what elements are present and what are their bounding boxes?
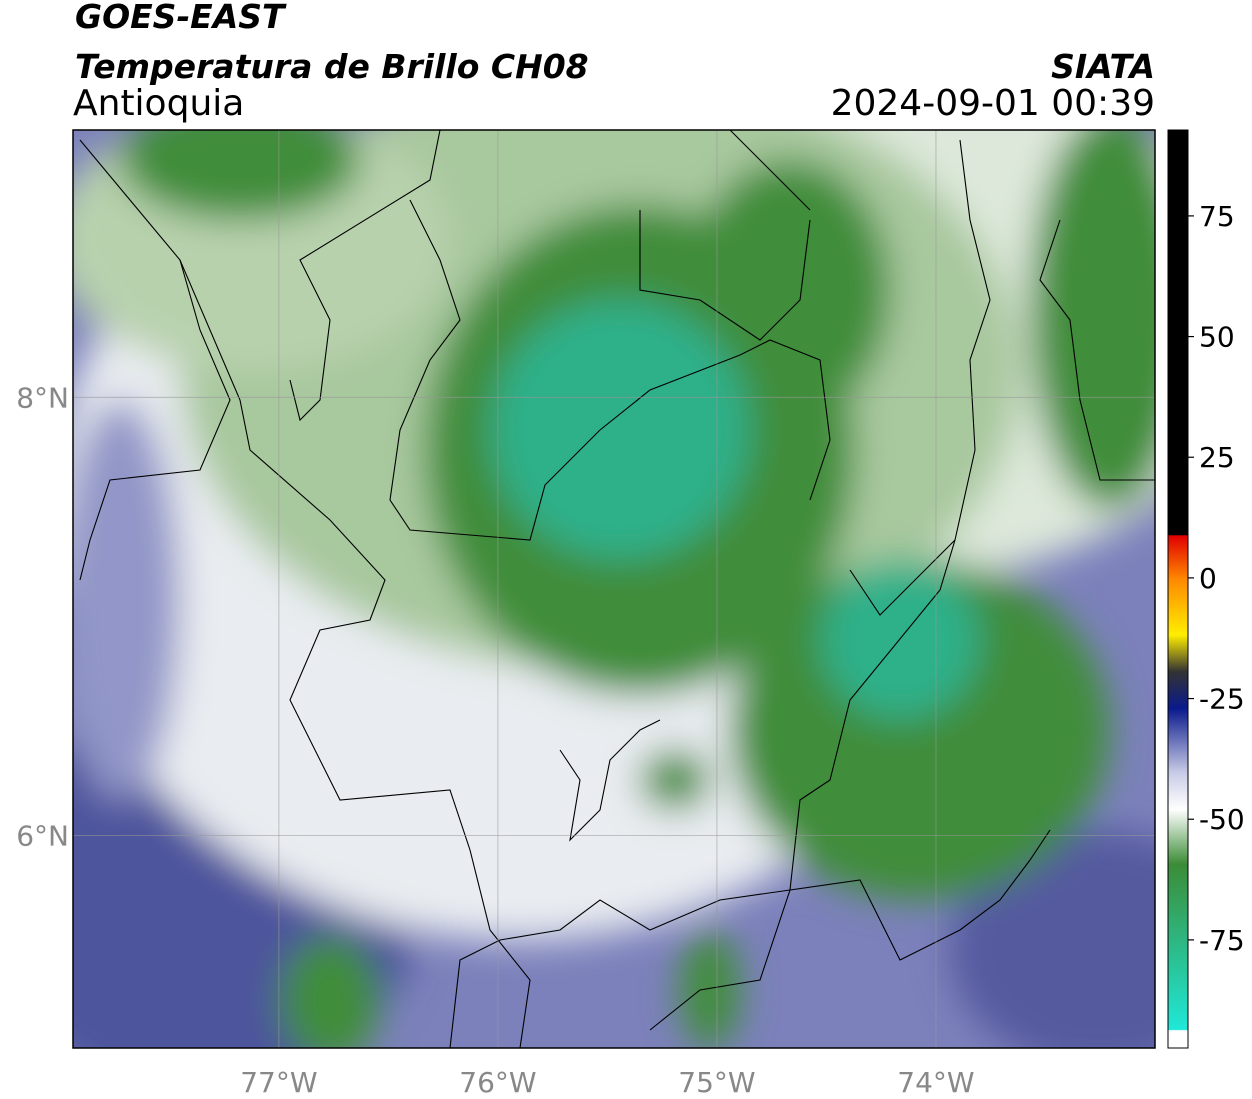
lat-tick-label: 6°N xyxy=(16,819,69,852)
lon-tick-label: 77°W xyxy=(240,1066,317,1099)
lon-tick-label: 74°W xyxy=(897,1066,974,1099)
colorbar-tick-label: -75 xyxy=(1199,924,1245,957)
region: Antioquia xyxy=(73,83,244,124)
datetime: 2024-09-01 00:39 xyxy=(831,83,1155,124)
source: SIATA xyxy=(1051,47,1155,86)
colorbar-tick-label: 50 xyxy=(1199,321,1235,354)
grid xyxy=(73,130,1155,1048)
subtitle: Temperatura de Brillo CH08 xyxy=(75,47,589,86)
colorbar-tick-label: 75 xyxy=(1199,200,1235,233)
lon-tick-label: 76°W xyxy=(459,1066,536,1099)
map-image xyxy=(73,130,1155,1048)
colorbar-tick-label: 25 xyxy=(1199,441,1235,474)
title: GOES-EAST xyxy=(75,0,287,36)
colorbar xyxy=(1167,129,1189,1049)
colorbar-tick-label: 0 xyxy=(1199,562,1217,595)
colorbar-tick-label: -25 xyxy=(1199,683,1245,716)
map-frame xyxy=(72,129,1156,1049)
lat-tick-label: 8°N xyxy=(16,381,69,414)
colorbar-tick-label: -50 xyxy=(1199,803,1245,836)
lon-tick-label: 75°W xyxy=(678,1066,755,1099)
